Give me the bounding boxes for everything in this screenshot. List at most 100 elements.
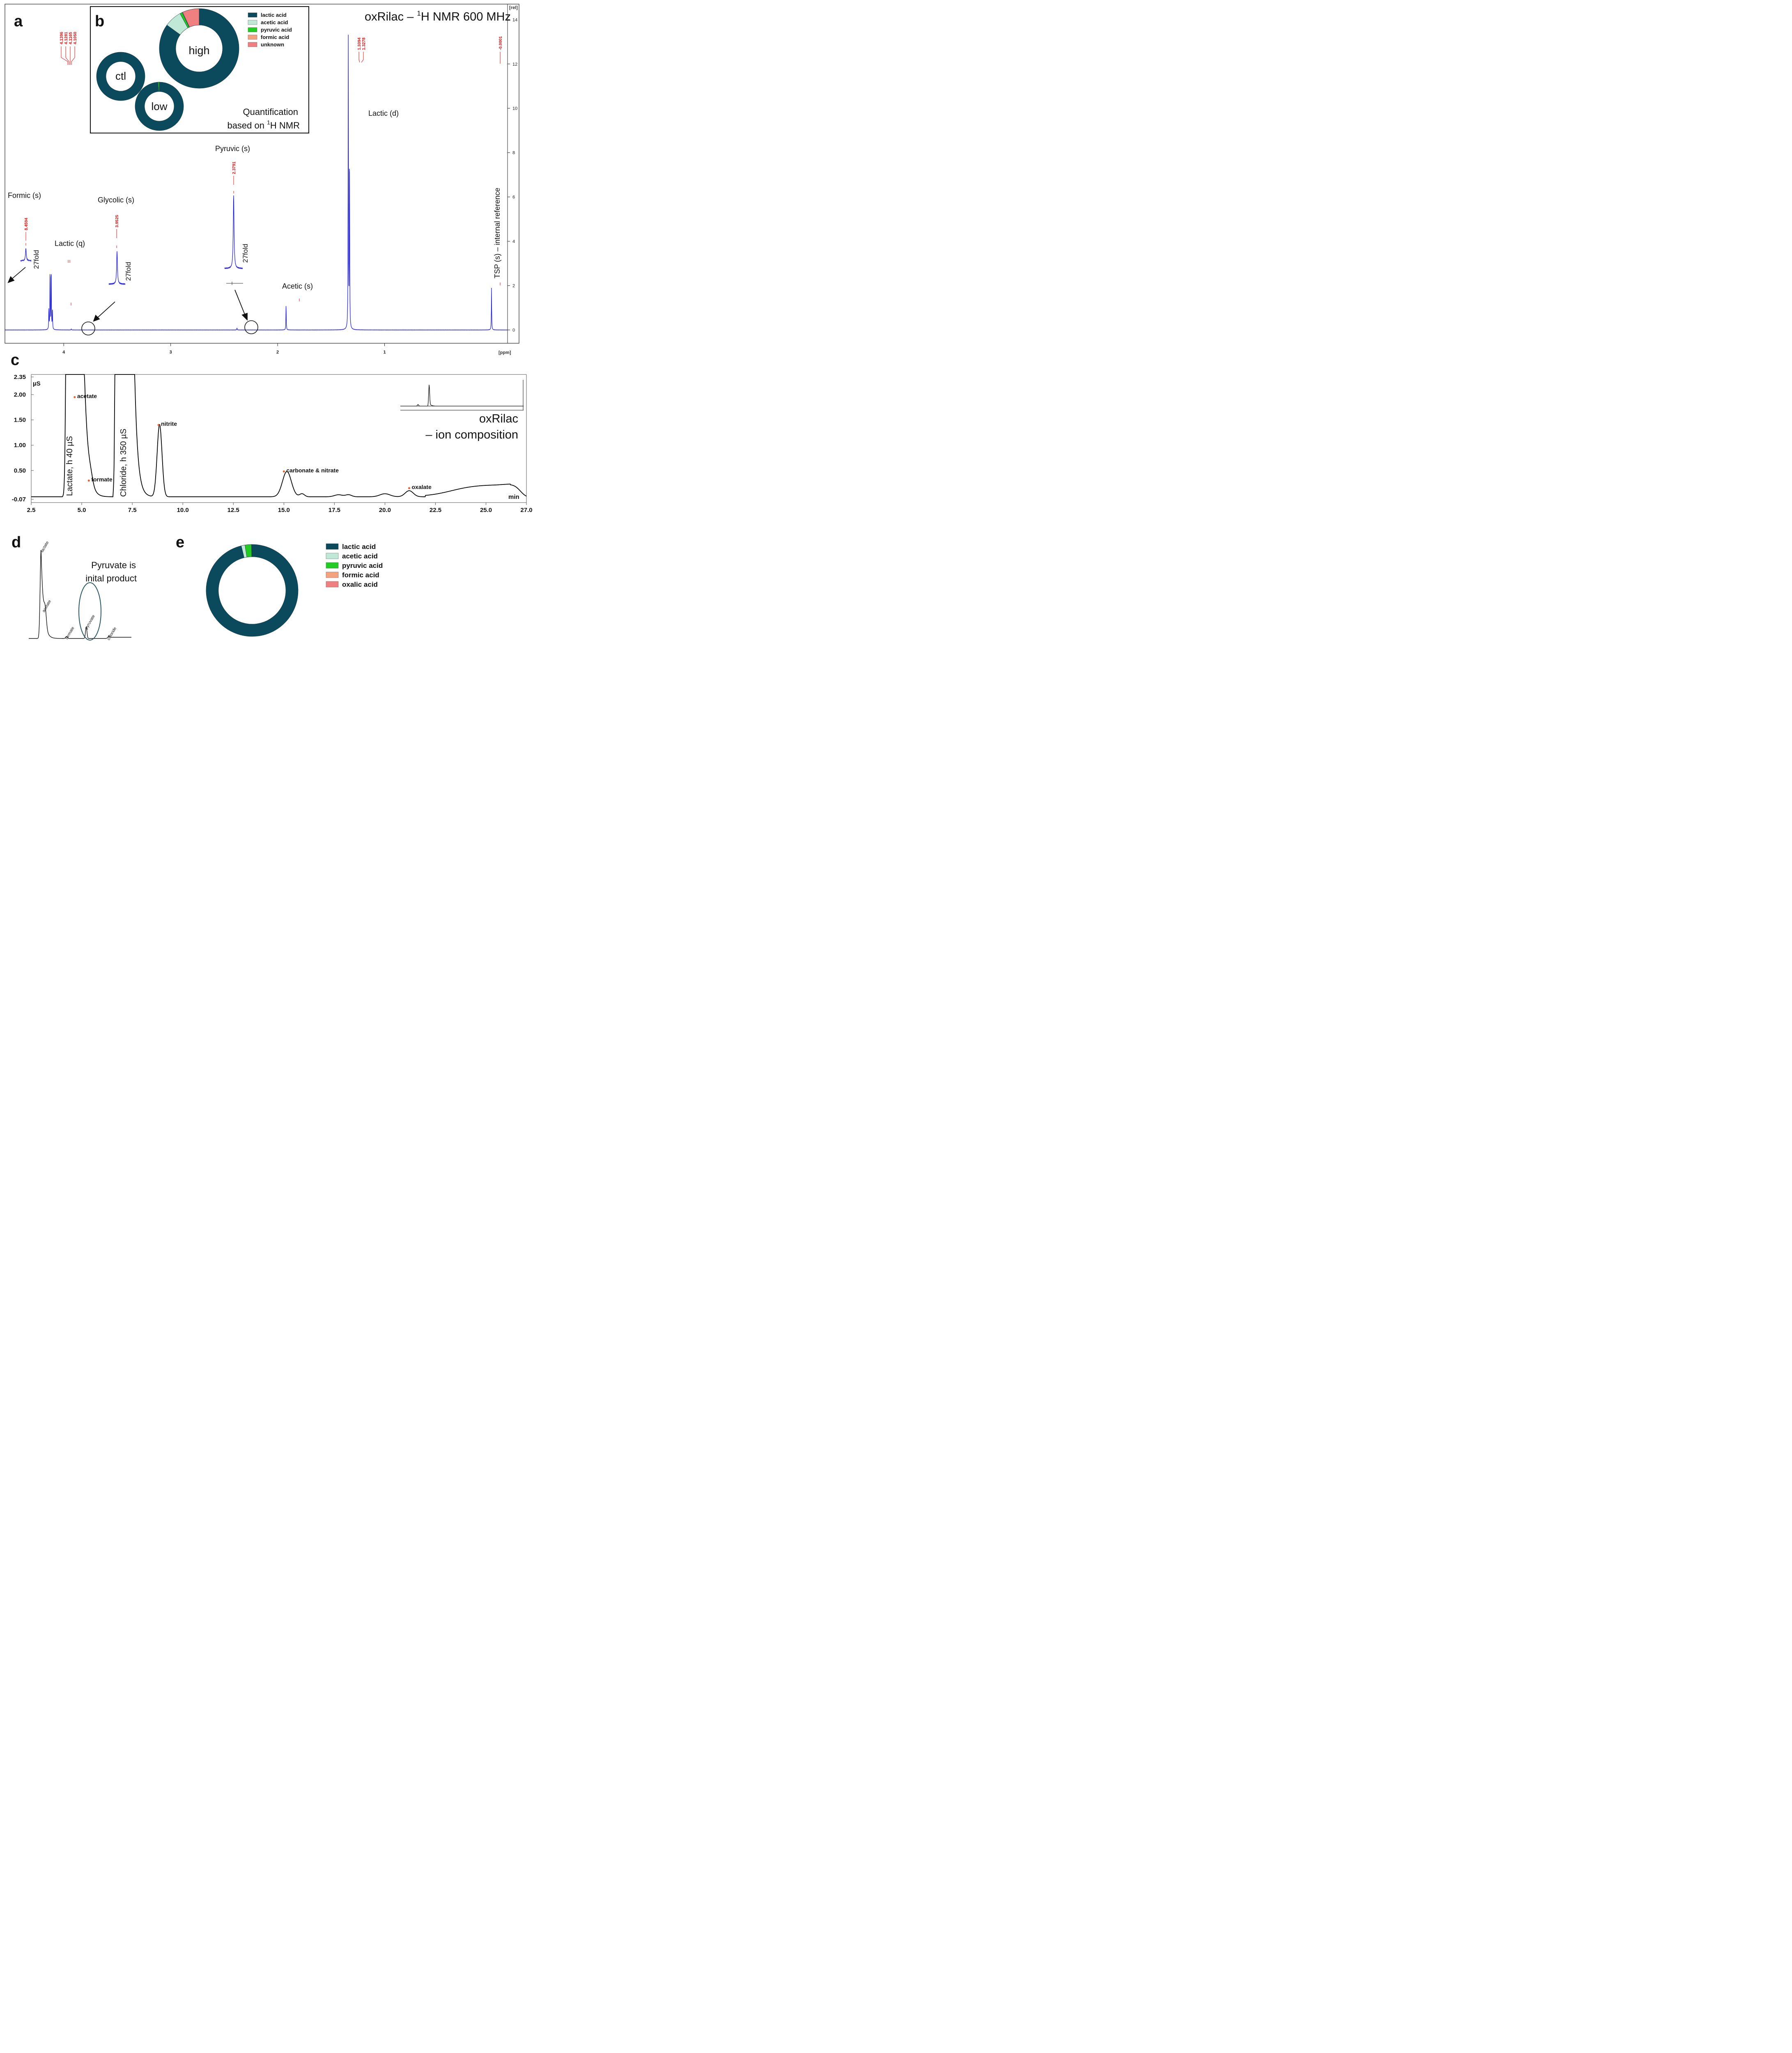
inset-glycolic-spectrum [108,251,126,285]
c-label-marker-3 [283,470,285,473]
donut-high [159,8,239,89]
panel-letter-a: a [14,13,23,30]
arrow-pyruvic [234,289,246,316]
glycolic-region-circle [81,321,95,335]
inset-formic-spectrum [20,248,32,262]
d-label-lactate: lactate [40,540,50,553]
a-xtick-label-1: 3 [170,350,172,355]
a-ytick-label-7: 14 [512,18,517,23]
legend-b-label-4: unknown [261,41,284,48]
panel-c-chromatogram [31,374,527,497]
panel-a-title-rest: H NMR 600 MHz [421,10,511,23]
panel-a-title-main: oxRilac – [365,10,417,23]
panel-a-title: oxRilac – 1H NMR 600 MHz [365,9,511,23]
lactate-height-label: Lactate, h 40 µS [65,436,74,496]
legend-b-swatch-1 [248,20,257,25]
c-label-marker-4 [408,487,410,489]
overview-trace [400,384,524,406]
acetic-label: Acetic (s) [282,282,313,290]
c-xtick-label-8: 22.5 [430,507,441,514]
legend-e-label-3: formic acid [342,571,379,579]
c-label-marker-2 [157,424,160,426]
panel-a-top-peak-labels: 4.1396 4.1281 4.1165 4.1050 1.3394 1.327… [60,32,503,50]
legend-b-label-1: acetic acid [261,19,288,25]
figure-svg: 0 2 4 6 8 10 12 14 4 3 2 1 [rel] [ppm] a oxRilac –… [5,4,533,641]
d-label-formate: formate [64,626,76,640]
legend-b-label-2: pyruvic acid [261,27,292,33]
c-label-text-2: nitrite [161,420,177,427]
peak-label-4-1281: 4.1281 [64,32,69,44]
panel-a-title-sup: 1 [417,9,420,17]
arrow-pyruvic-head [241,312,248,321]
c-ytick-label-5: 2.35 [14,374,26,381]
legend-b-swatch-3 [248,34,257,40]
chloride-height-label: Chloride, h 350 µS [119,429,128,497]
c-xtick-label-4: 12.5 [227,507,239,514]
inset-formic: 8.4594 27fold Formic (s) [8,191,41,269]
d-label-pyruvate: pyruvate [84,614,96,630]
c-label-text-3: carbonate & nitrate [286,467,339,473]
a-ytick-label-0: 0 [512,328,515,333]
panel-letter-e: e [176,534,184,551]
c-xtick-label-3: 10.0 [177,507,189,514]
legend-e-label-1: acetic acid [342,552,378,560]
panel-c-y-ticks: -0.07 0.50 1.00 1.50 2.00 2.35 [12,374,34,503]
lactic-q-label: Lactic (q) [55,239,85,248]
legend-b-swatch-2 [248,27,257,32]
panel-a-x-unit: [ppm] [499,350,511,355]
donut-low-slice-0 [135,82,184,131]
inset-formic-name: Formic (s) [8,191,41,200]
donut-e-slice-0 [206,544,299,637]
donut-low-slice-2 [158,82,160,92]
panel-a-y-unit: [rel] [509,5,518,10]
peak-label-1-3394: 1.3394 [357,37,362,50]
inset-glycolic-name: Glycolic (s) [98,196,134,204]
panel-c-overview-inset [400,380,524,411]
a-xtick-label-3: 1 [383,350,386,355]
c-label-text-0: acetate [77,393,97,399]
donut-ctl-label: ctl [115,70,126,82]
legend-e-label-2: pyruvic acid [342,562,383,570]
legend-e-label-4: oxalic acid [342,581,378,588]
arrow-formic-head [7,276,15,283]
inset-pyruvic-spectrum [224,195,243,269]
legend-b-label-0: lactic acid [261,12,287,18]
panel-c-x-unit: min [508,494,519,501]
panel-a-frame [5,4,519,344]
panel-b-caption-post: H NMR [270,120,300,131]
inset-glycolic-value: 3.9525 [115,215,119,227]
inset-pyruvic: 2.3791 27fold Pyruvic (s) [215,145,250,285]
a-ytick-label-3: 6 [512,195,515,200]
lactic-q-label-leader [61,46,75,65]
c-label-text-4: oxalate [411,484,431,490]
inset-glycolic: 3.9525 27fold Glycolic (s) [98,196,134,285]
panel-a-top-peak-ticks [61,46,501,65]
panel-b-caption-pre: based on [227,120,267,131]
panel-b-caption-sup: 1 [267,119,270,126]
c-ytick-label-0: -0.07 [12,496,26,503]
donut-ctl-slice-0 [96,52,145,101]
legend-e-swatch-1 [326,553,339,559]
inset-pyruvic-name: Pyruvic (s) [215,145,250,153]
panel-d-annotation-line1: Pyruvate is [91,560,136,570]
peak-label-4-1050: 4.1050 [73,32,78,44]
c-xtick-label-1: 5.0 [78,507,86,514]
c-xtick-label-5: 15.0 [278,507,290,514]
panel-b-caption-line2: based on 1H NMR [227,119,300,131]
c-xtick-label-6: 17.5 [329,507,340,514]
c-xtick-label-10: 27.0 [520,507,532,514]
panel-letter-d: d [11,534,21,551]
panel-c-x-ticks: 2.5 5.0 7.5 10.0 12.5 15.0 17.5 20.0 22.5 25.0 27.… [27,503,533,514]
legend-b-swatch-0 [248,12,257,18]
a-ytick-label-4: 8 [512,151,515,156]
panel-letter-c: c [11,351,19,369]
c-xtick-label-0: 2.5 [27,507,36,514]
c-ytick-label-1: 0.50 [14,467,26,474]
c-ytick-label-4: 2.00 [14,391,26,398]
panel-c-title-line2: – ion composition [425,428,518,441]
c-xtick-label-7: 20.0 [379,507,391,514]
c-xtick-label-2: 7.5 [128,507,137,514]
a-ytick-label-5: 10 [512,106,517,111]
panel-d: d lactate acetate formate pyruvate chlor… [11,534,137,641]
peak-label-1-3278: 1.3278 [362,37,366,50]
